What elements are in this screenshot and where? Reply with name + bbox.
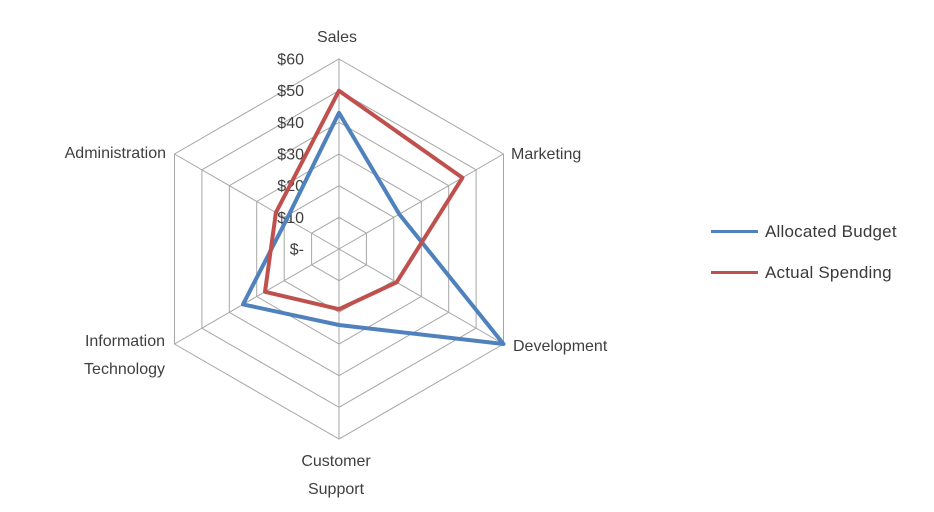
- category-label-information-technology: Technology: [84, 361, 165, 378]
- radial-tick-label: $40: [277, 115, 304, 132]
- chart-legend: Allocated Budget Actual Spending: [711, 221, 897, 283]
- axis-spoke: [174, 153, 340, 250]
- legend-label-actual-spending: Actual Spending: [765, 262, 892, 282]
- axis-spoke: [174, 248, 340, 345]
- axis-spoke: [338, 248, 504, 345]
- category-label-marketing: Marketing: [511, 146, 581, 163]
- axis-spoke: [338, 153, 504, 250]
- legend-label-allocated-budget: Allocated Budget: [765, 221, 897, 241]
- category-label-customer-support: Support: [308, 481, 365, 498]
- legend-item-allocated-budget: Allocated Budget: [711, 221, 897, 242]
- radial-tick-label: $50: [277, 83, 304, 100]
- category-label-sales: Sales: [317, 29, 357, 46]
- legend-item-actual-spending: Actual Spending: [711, 262, 897, 283]
- series-polygon-allocated-budget: [241, 110, 506, 346]
- category-label-information-technology: Information: [85, 333, 165, 350]
- radial-tick-label: $-: [290, 242, 304, 259]
- legend-swatch-allocated-budget: [711, 230, 758, 233]
- category-label-customer-support: Customer: [301, 453, 371, 470]
- series-polygon-actual-spending: [263, 88, 465, 312]
- radial-tick-label: $60: [277, 52, 304, 69]
- category-label-administration: Administration: [65, 145, 166, 162]
- legend-swatch-actual-spending: [711, 271, 758, 274]
- radial-tick-label: $30: [277, 147, 304, 164]
- category-label-development: Development: [513, 338, 608, 355]
